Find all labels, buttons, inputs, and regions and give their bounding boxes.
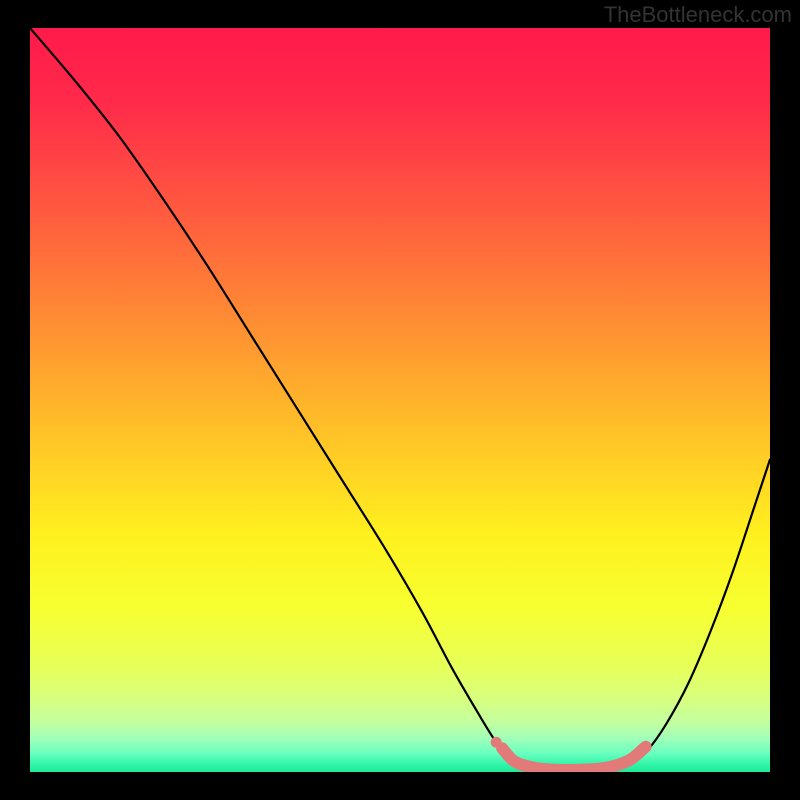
chart-stage: TheBottleneck.com — [0, 0, 800, 800]
watermark-text: TheBottleneck.com — [604, 2, 792, 28]
highlight-dot — [491, 737, 502, 748]
plot-svg — [30, 28, 770, 772]
plot-area — [30, 28, 770, 772]
gradient-background — [30, 28, 770, 772]
